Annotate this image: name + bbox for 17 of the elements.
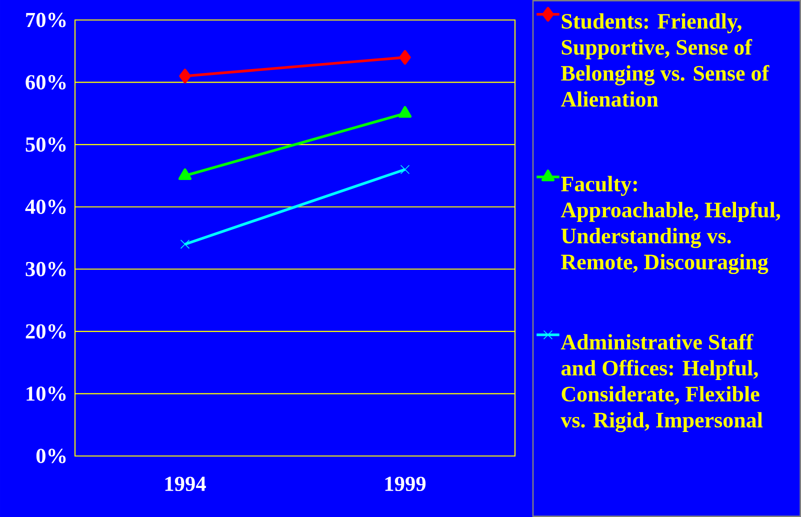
y-tick-label: 40% — [25, 200, 66, 214]
legend-label: Students: Friendly, Supportive, Sense of Belonging vs. Sense of Alienation — [560, 13, 770, 107]
point — [400, 164, 410, 174]
y-tick-label: 10% — [26, 386, 66, 401]
y-tick-label: 50% — [26, 137, 66, 152]
y-tick-label: 30% — [26, 262, 66, 276]
point — [179, 68, 191, 84]
y-tick-label: 0% — [36, 448, 66, 464]
x-tick-label: 1999 — [385, 476, 426, 492]
y-tick-label: 20% — [26, 324, 66, 339]
y-tick-label: 70% — [26, 12, 66, 28]
y-tick-label: 60% — [26, 75, 66, 90]
x-tick-label: 1994 — [165, 476, 206, 492]
legend-label: Faculty: Approachable, Helpful, Understanding vs. Remote, Discouraging — [560, 176, 780, 274]
point — [399, 50, 411, 65]
legend-label: Administrative Staff and Offices: Helpful, Considerate, Flexible vs. Rigid, Impersonal — [560, 334, 763, 432]
point — [180, 240, 190, 249]
